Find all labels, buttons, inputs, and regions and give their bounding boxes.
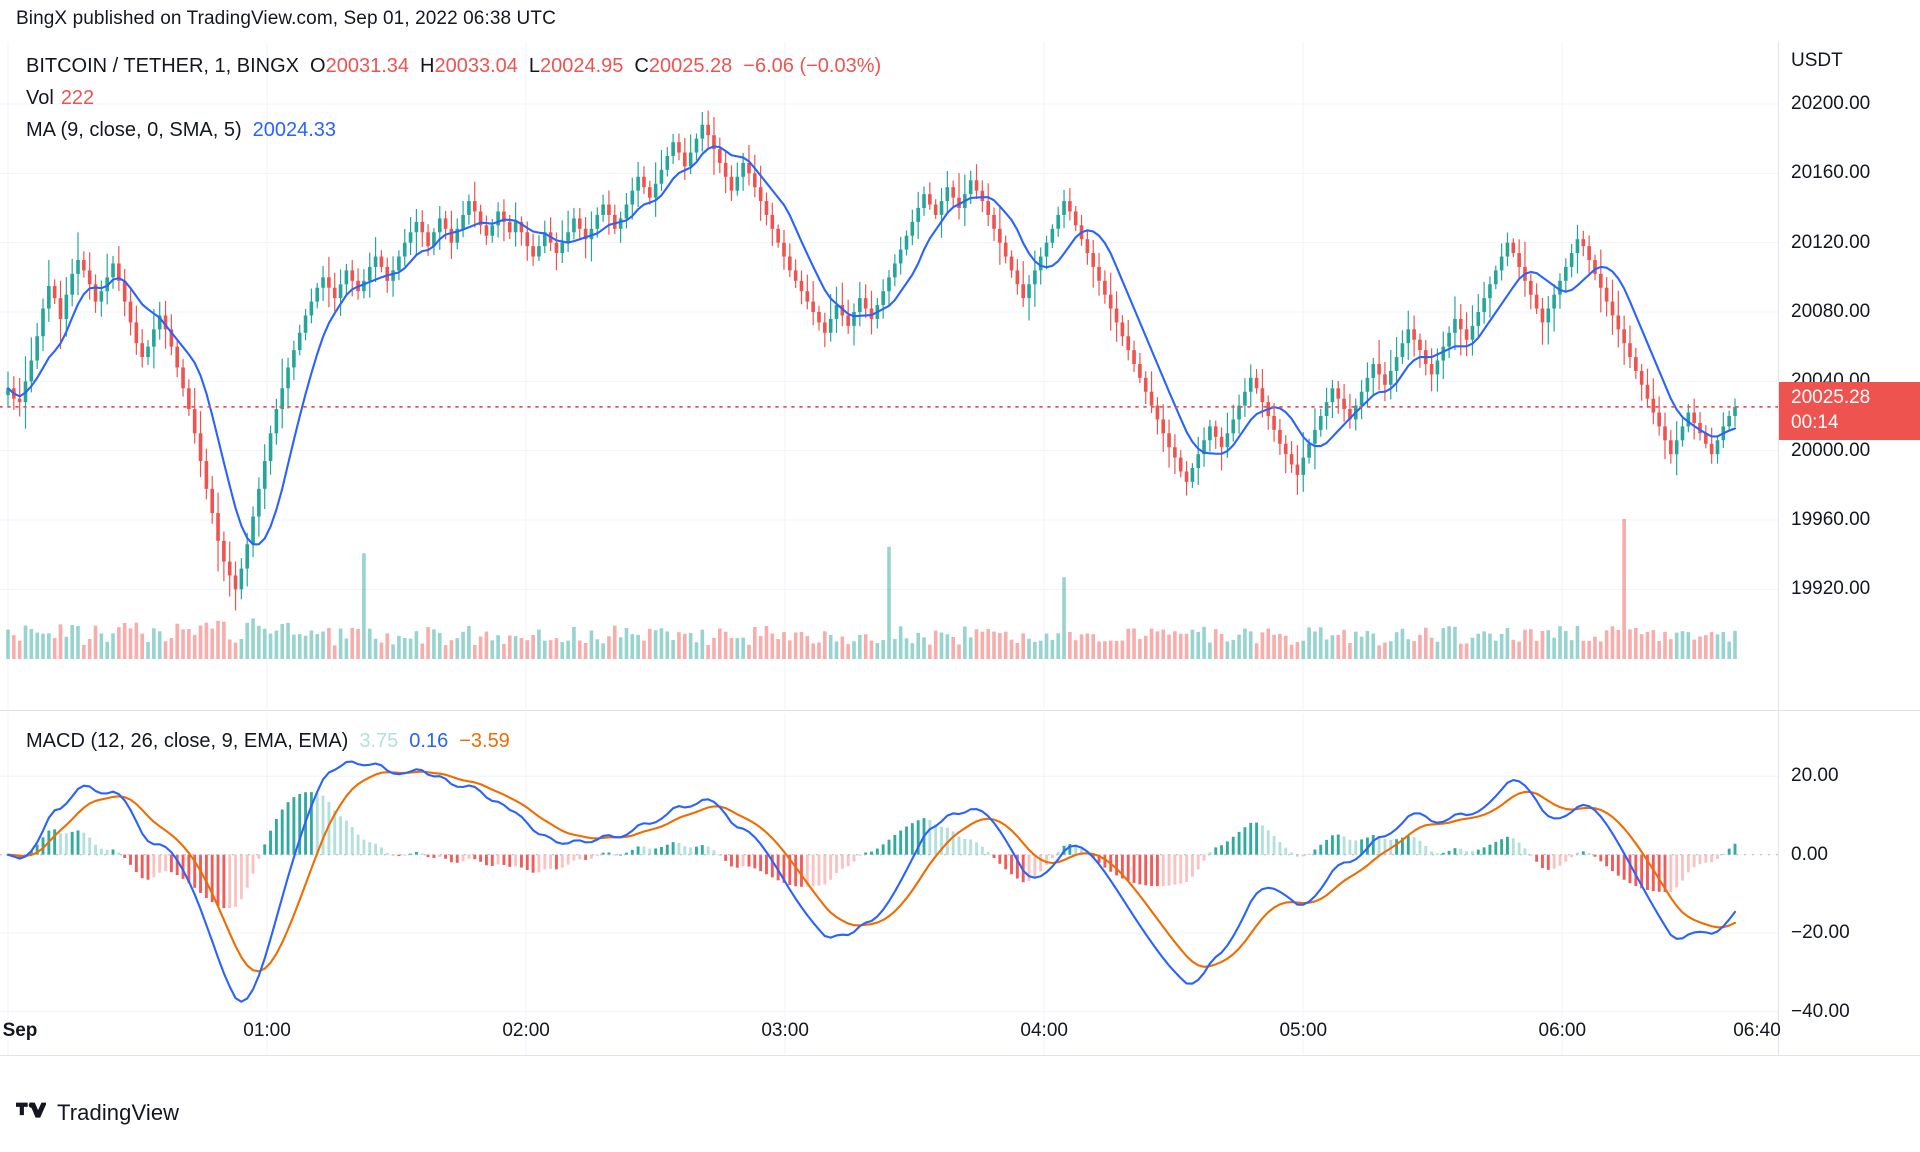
price-axis-tick: 20120.00 bbox=[1791, 231, 1871, 253]
price-axis-divider bbox=[1778, 42, 1779, 1055]
last-price-badge[interactable]: 20025.28 00:14 bbox=[1779, 381, 1920, 440]
price-axis-tick: 19920.00 bbox=[1791, 578, 1871, 600]
pane-divider bbox=[0, 710, 1920, 711]
time-axis-tick: 02:00 bbox=[502, 1020, 550, 1041]
macd-pane[interactable] bbox=[0, 713, 1778, 1055]
price-axis-tick: 20080.00 bbox=[1791, 301, 1871, 322]
time-axis-tick: 04:00 bbox=[1020, 1020, 1068, 1041]
bar-countdown: 00:14 bbox=[1791, 411, 1839, 433]
time-axis[interactable]: Sep 01:00 02:00 03:00 04:00 05:00 06:00 … bbox=[0, 1014, 1920, 1054]
time-axis-tick: 06:40 bbox=[1733, 1020, 1781, 1041]
macd-axis-tick: −20.00 bbox=[1791, 922, 1850, 944]
publish-header: BingX published on TradingView.com, Sep … bbox=[16, 8, 556, 29]
price-axis-tick: 19960.00 bbox=[1791, 509, 1871, 530]
macd-axis-tick: 20.00 bbox=[1791, 765, 1839, 787]
price-pane[interactable] bbox=[0, 42, 1778, 709]
last-price-value: 20025.28 bbox=[1791, 386, 1871, 408]
price-axis-tick: 20000.00 bbox=[1791, 439, 1871, 461]
macd-axis-tick: −40.00 bbox=[1791, 1000, 1850, 1022]
time-axis-divider bbox=[0, 1055, 1920, 1056]
price-axis-unit: USDT bbox=[1791, 50, 1843, 71]
time-axis-tick: 01:00 bbox=[243, 1020, 291, 1041]
footer-brand: TradingView bbox=[57, 1100, 180, 1125]
time-axis-tick: Sep bbox=[2, 1020, 38, 1041]
price-axis-tick: 20160.00 bbox=[1791, 162, 1871, 184]
macd-axis-tick: 0.00 bbox=[1791, 843, 1828, 865]
tradingview-logo-icon bbox=[16, 1101, 47, 1126]
macd-plot-svg bbox=[0, 713, 1778, 1055]
time-axis-tick: 03:00 bbox=[761, 1020, 809, 1041]
price-axis[interactable]: USDT 20200.00 20160.00 20120.00 20080.00… bbox=[1779, 42, 1920, 1055]
price-plot-svg bbox=[0, 42, 1778, 709]
time-axis-tick: 06:00 bbox=[1538, 1020, 1587, 1041]
price-axis-tick: 20200.00 bbox=[1791, 93, 1871, 114]
time-axis-tick: 05:00 bbox=[1279, 1020, 1328, 1041]
chart-frame[interactable]: BITCOIN / TETHER, 1, BINGX O20031.34 H2003… bbox=[0, 42, 1920, 1094]
footer: TradingView bbox=[16, 1100, 179, 1126]
